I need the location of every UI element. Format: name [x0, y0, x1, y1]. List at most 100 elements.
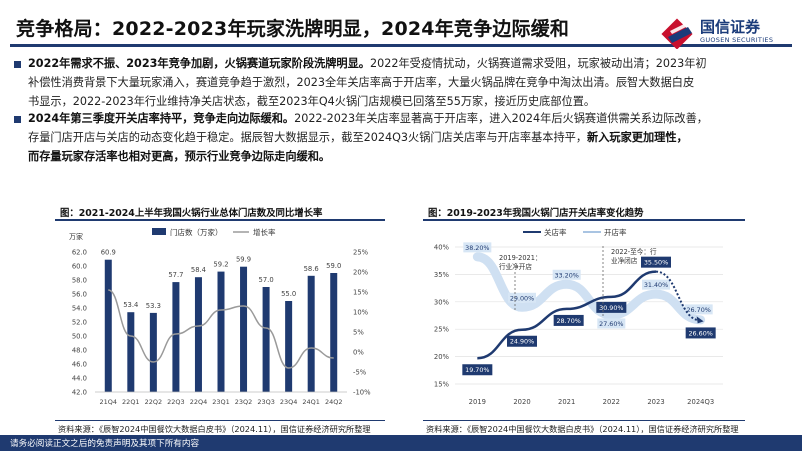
bar: [285, 301, 293, 392]
bar: [307, 275, 315, 392]
x-tick-label: 22Q4: [190, 398, 208, 406]
chart2-caption-underline: [423, 219, 745, 221]
legend-open-label: 开店率: [604, 227, 627, 237]
page-title: 竞争格局：2022-2023年玩家洗牌明显，2024年竞争边际缓和: [16, 18, 570, 40]
open-value-label: 31.40%: [644, 281, 668, 289]
bar: [194, 277, 202, 392]
paragraph-2: 2024年第三季度开关店率持平，竞争走向边际缓和。2022-2023年关店率显著…: [28, 109, 778, 166]
open-label-box: [684, 304, 713, 315]
bar-value-label: 53.3: [146, 302, 161, 310]
open-rate-line: [472, 252, 706, 325]
open-label-box: [597, 318, 626, 329]
para1-line2: 补偿性消费背景下大量玩家涌入，赛道竞争趋于激烈，2023全年关店率高于开店率，大…: [28, 76, 695, 89]
close-value-label: 35.50%: [644, 259, 668, 267]
y-tick-label: 50.0: [72, 333, 87, 341]
x-tick-label: 23Q1: [212, 398, 230, 406]
bullet-icon: [14, 116, 21, 123]
close-label-box: [641, 256, 671, 268]
growth-line: [107, 289, 334, 369]
open-value-label: 38.20%: [465, 244, 489, 252]
open-value-label: 27.60%: [599, 320, 623, 328]
y-tick-label: 40%: [434, 244, 450, 252]
para2-line2: 存量门店开店与关店的动态变化趋于稳定。据辰智大数据显示，截至2024Q3火锅门店…: [28, 131, 688, 144]
y-tick-label: 46.0: [72, 361, 87, 369]
y2-tick-label: 5%: [353, 329, 364, 337]
bar-value-label: 57.7: [168, 271, 183, 279]
annotation-line: 业净闭店: [611, 256, 638, 265]
open-close-rate-chart: 关店率 开店率 15% 20% 25% 30% 35% 40% 2019 2020 2021 2022…: [434, 227, 723, 406]
bar-value-label: 60.9: [101, 249, 116, 257]
logo-subtext: GUOSEN SECURITIES: [700, 36, 774, 44]
chart2-source-rule: [423, 420, 745, 421]
bar-value-label: 58.6: [304, 265, 319, 273]
open-value-label: 26.70%: [686, 306, 710, 314]
bar: [104, 259, 112, 392]
bar: [240, 266, 248, 392]
open-label-box: [463, 242, 492, 253]
y-tick-label: 56.0: [72, 291, 87, 299]
y2-tick-label: 10%: [353, 309, 369, 317]
x-tick-label: 2021: [558, 398, 575, 406]
bar-value-label: 59.2: [213, 261, 228, 269]
legend-bar-label: 门店数（万家）: [170, 227, 223, 237]
bar-value-label: 57.0: [259, 276, 274, 284]
close-label-box: [462, 364, 493, 376]
bar-value-label: 55.0: [281, 290, 296, 298]
legend-line-label: 增长率: [253, 227, 276, 237]
close-label-box: [507, 335, 537, 347]
bar: [330, 273, 338, 392]
y-tick-label: 52.0: [72, 319, 87, 327]
y2-tick-label: 20%: [353, 269, 369, 277]
legend-bar-swatch: [152, 228, 166, 235]
x-tick-label: 2019: [469, 398, 486, 406]
open-label-box: [508, 292, 536, 303]
bar: [172, 282, 180, 392]
annotation-line: 2019-2021：: [499, 254, 542, 262]
close-value-label: 24.90%: [510, 338, 534, 346]
x-tick-label: 22Q3: [167, 398, 185, 406]
y-tick-label: 35%: [434, 271, 450, 279]
y-tick-label: 60.0: [72, 263, 87, 271]
bar: [217, 271, 225, 392]
close-label-box: [596, 301, 627, 313]
chart2-source: 资料来源：《辰智2024中国餐饮大数据白皮书》（2024.11），国信证券经济研…: [426, 424, 739, 434]
bullet-icon: [14, 61, 21, 68]
y2-tick-label: 25%: [353, 249, 369, 257]
legend-close-label: 关店率: [544, 227, 567, 237]
y-tick-label: 15%: [434, 381, 450, 389]
close-arrow-icon: [696, 316, 704, 324]
close-value-label: 19.70%: [465, 366, 489, 374]
footer-disclaimer: 请务必阅读正文之后的免责声明及其项下所有内容: [10, 439, 200, 449]
para1-line1: 2022年需求不振、2023年竞争加剧，火锅赛道玩家阶段洗牌明显。2022年受疫…: [28, 57, 707, 70]
y-tick-label: 42.0: [72, 389, 87, 397]
close-label-box: [553, 314, 584, 326]
paragraph-1: 2022年需求不振、2023年竞争加剧，火锅赛道玩家阶段洗牌明显。2022年受疫…: [28, 54, 778, 111]
annotation-line: 2022-至今：行: [611, 247, 657, 256]
bar: [127, 312, 135, 392]
x-tick-label: 24Q1: [302, 398, 320, 406]
x-tick-label: 23Q2: [235, 398, 253, 406]
y-tick-label: 44.0: [72, 375, 87, 383]
y-tick-label: 20%: [434, 353, 450, 361]
y2-tick-label: -5%: [353, 369, 367, 377]
guosen-logo-icon: [661, 18, 693, 49]
chart2-caption: 图：2019-2023年我国火锅门店开关店率变化趋势: [428, 208, 644, 219]
x-tick-label: 22Q1: [122, 398, 140, 406]
close-value-label: 26.60%: [688, 329, 712, 337]
y-tick-label: 58.0: [72, 277, 87, 285]
bar: [149, 312, 157, 392]
y-tick-label: 48.0: [72, 347, 87, 355]
y-tick-label: 54.0: [72, 305, 87, 313]
x-tick-label: 22Q2: [145, 398, 163, 406]
x-tick-label: 2022: [603, 398, 620, 406]
title-underline: [10, 44, 792, 47]
logo-text: 国信证券: [700, 18, 761, 36]
x-tick-label: 2023: [647, 398, 664, 406]
open-value-label: 33.20%: [554, 271, 578, 279]
chart1-caption: 图：2021-2024上半年我国火锅行业总体门店数及同比增长率: [60, 208, 323, 219]
bar-value-label: 53.4: [123, 301, 138, 309]
close-rate-line: [477, 270, 657, 360]
para2-line1: 2024年第三季度开关店率持平，竞争走向边际缓和。2022-2023年关店率显著…: [28, 112, 708, 125]
open-label-box: [552, 269, 581, 280]
x-tick-label: 23Q4: [280, 398, 298, 406]
